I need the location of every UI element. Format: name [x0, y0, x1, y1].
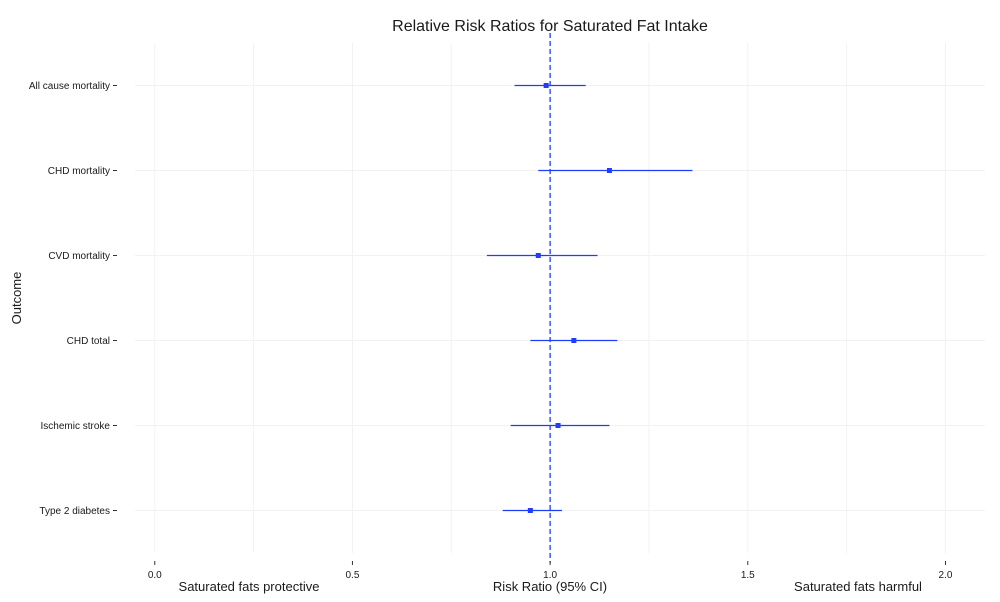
annotation-protective: Saturated fats protective: [179, 579, 320, 594]
x-axis-label: Risk Ratio (95% CI): [493, 579, 607, 594]
x-tick-label: 2.0: [939, 570, 953, 581]
category-label: Ischemic stroke: [41, 421, 111, 432]
point-estimate: [535, 253, 541, 258]
x-tick-label: 0.5: [345, 570, 359, 581]
category-label: CVD mortality: [48, 251, 110, 262]
chart-title: Relative Risk Ratios for Saturated Fat I…: [392, 18, 708, 35]
x-tick-label: 1.5: [741, 570, 755, 581]
point-estimate: [606, 168, 612, 173]
point-estimate: [555, 423, 561, 428]
annotation-harmful: Saturated fats harmful: [794, 579, 922, 594]
axis-layer: All cause mortality CHD mortality CVD mort…: [29, 81, 953, 581]
y-axis-label: Outcome: [9, 272, 24, 325]
category-label: CHD mortality: [48, 166, 110, 177]
category-label: All cause mortality: [29, 81, 110, 92]
point-estimate: [527, 508, 533, 513]
category-label: CHD total: [67, 336, 110, 347]
x-tick-label: 1.0: [543, 570, 557, 581]
point-estimate: [571, 338, 577, 343]
point-estimate: [543, 83, 549, 88]
grid-layer: [135, 43, 985, 553]
x-tick-label: 0.0: [148, 570, 162, 581]
marks-layer: [486, 83, 693, 513]
category-label: Type 2 diabetes: [39, 506, 110, 517]
